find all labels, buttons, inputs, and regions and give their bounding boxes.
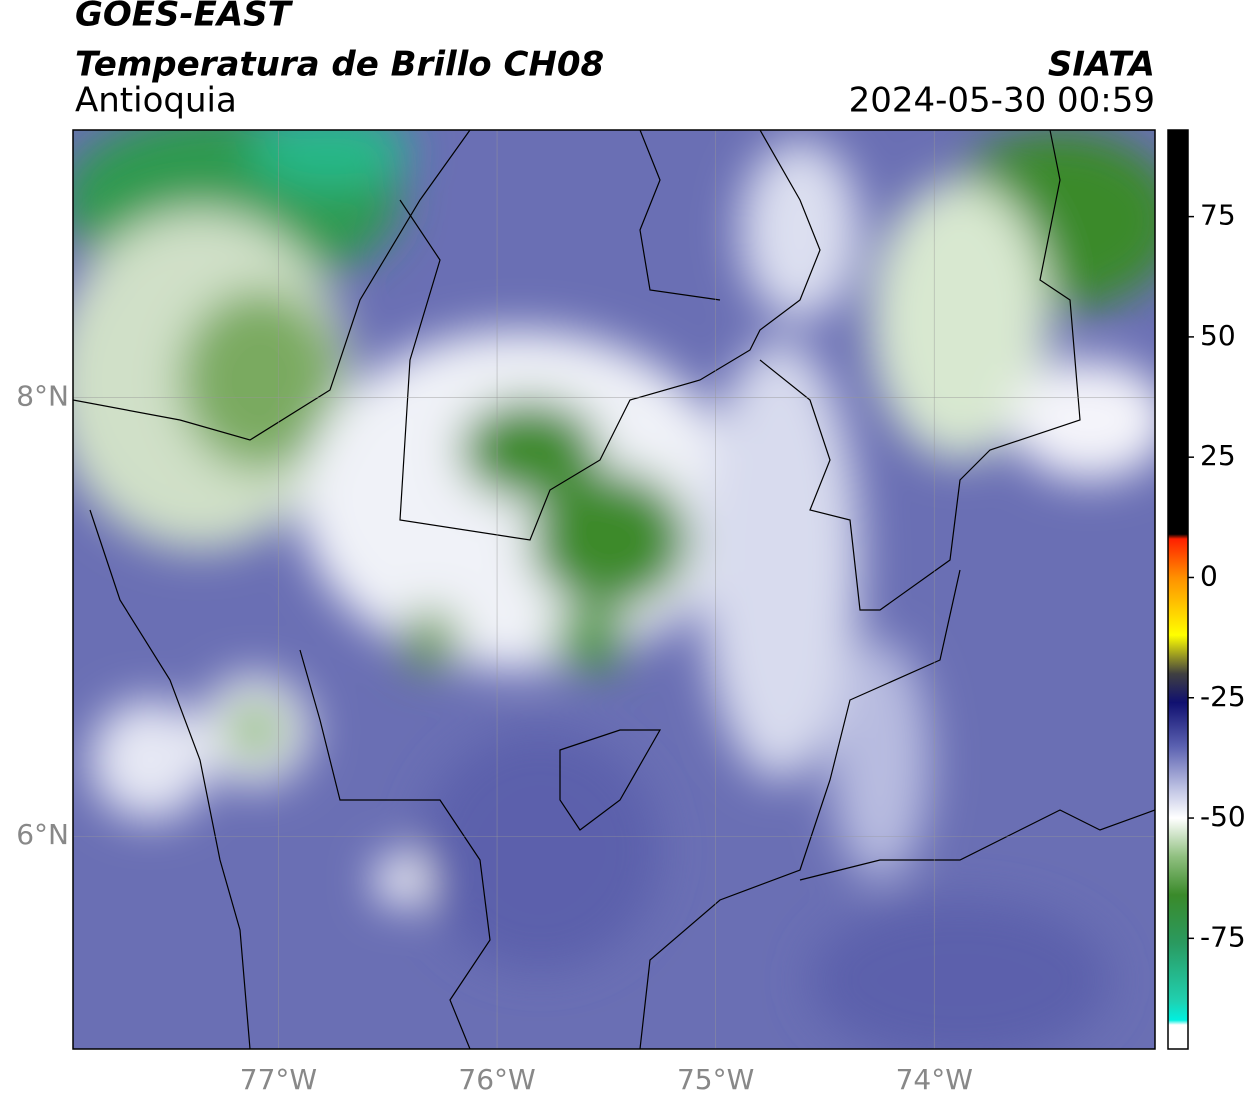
lon-tick-label: 77°W <box>240 1063 317 1096</box>
colorbar-tick-label: -50 <box>1200 800 1246 833</box>
title: GOES-EAST <box>75 0 294 35</box>
lon-tick-label: 74°W <box>896 1063 973 1096</box>
datetime: 2024-05-30 00:59 <box>849 81 1155 121</box>
source: SIATA <box>1048 45 1155 85</box>
boundary <box>559 729 662 831</box>
lon-tick-label: 75°W <box>677 1063 754 1096</box>
subtitle: Temperatura de Brillo CH08 <box>75 45 604 85</box>
coastline <box>73 130 471 441</box>
satellite-image <box>73 130 1155 1049</box>
boundary <box>639 569 961 1049</box>
boundary <box>89 509 251 1049</box>
boundary <box>639 130 721 301</box>
map-frame <box>72 129 1156 1050</box>
lon-tick-label: 76°W <box>458 1063 535 1096</box>
boundary <box>399 130 821 541</box>
colorbar-tick-label: -25 <box>1200 680 1246 713</box>
gridlines <box>73 130 1155 1049</box>
boundary <box>299 649 491 1049</box>
boundary <box>759 130 1081 611</box>
colorbar-tick-label: 75 <box>1200 199 1236 232</box>
colorbar-tick-label: 0 <box>1200 559 1218 592</box>
boundary <box>799 809 1155 881</box>
colorbar-tick-label: 25 <box>1200 439 1236 472</box>
region: Antioquia <box>75 81 237 121</box>
colorbar <box>1167 129 1189 1050</box>
lat-tick-label: 6°N <box>16 818 69 851</box>
colorbar-tick-label: -75 <box>1200 920 1246 953</box>
lat-tick-label: 8°N <box>16 380 69 413</box>
colorbar-tick-label: 50 <box>1200 319 1236 352</box>
